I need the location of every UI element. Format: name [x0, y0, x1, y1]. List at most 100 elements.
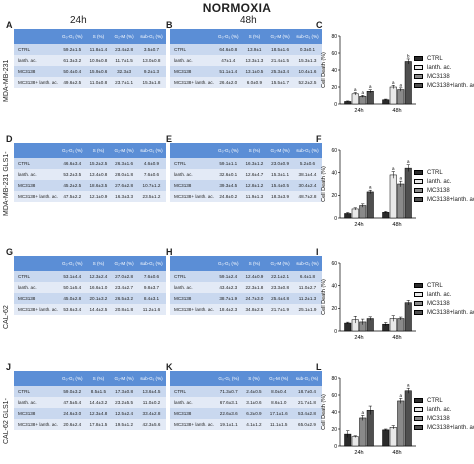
- legend-item: MC3138+lanth. ac.: [414, 423, 474, 432]
- table-header-cell: sub-G₁ (%): [136, 143, 166, 158]
- table-header-cell: G₀-G₁ (%): [59, 29, 86, 44]
- table-cell: 25.1±1.9: [292, 304, 322, 315]
- table-cell: 23.3±0.8: [267, 282, 293, 293]
- table-cell: 23.7±1.1: [111, 77, 137, 88]
- legend-swatch: [414, 74, 423, 79]
- table-cell: 53.6±3.4: [59, 304, 86, 315]
- y-tick-label: 40: [331, 68, 337, 74]
- table-header-cell: S (%): [242, 371, 266, 386]
- row-label: CAL-62: [3, 305, 10, 329]
- y-axis-label: Cell Death (%): [321, 52, 327, 88]
- legend-item: MC3138: [414, 299, 474, 308]
- table-cell: 59.1±1.1: [215, 158, 242, 169]
- table-cell: 3.5±0.7: [136, 44, 166, 55]
- significance-marker: a: [399, 393, 402, 398]
- table-cell: 48.7±2.8: [292, 191, 322, 202]
- table-header-cell: S (%): [85, 29, 112, 44]
- legend-label: MC3138+lanth. ac.: [427, 309, 474, 316]
- table-cell: 22.1±2.1: [267, 271, 293, 282]
- y-tick-label: 0: [334, 444, 337, 450]
- significance-marker: a: [392, 166, 395, 171]
- table-cell: 11.0±0.8: [85, 77, 112, 88]
- table-cell: 10.7±1.2: [136, 180, 166, 191]
- table-cell: 50.4±0.4: [59, 66, 86, 77]
- legend-label: MC3138: [427, 187, 450, 194]
- table-header-cell: sub-G₁ (%): [292, 29, 322, 44]
- table-header-row: G₀-G₁ (%) S (%) G₂-M (%) sub-G₁ (%): [14, 29, 166, 44]
- bar-mc3138-lanth-ac-: [366, 318, 374, 332]
- table-header-cell: G₂-M (%): [111, 256, 137, 271]
- y-tick-label: 60: [331, 148, 337, 154]
- row-treatment-label: MC3138: [14, 408, 59, 419]
- table-row: MC3138+ lanth. ac. 19.1±1.1 4.1±1.2 11.1±1.…: [170, 419, 322, 430]
- table-cell: 47.5±2.2: [59, 191, 86, 202]
- table-cell: 20.8±1.8: [111, 304, 137, 315]
- legend-label: MC3138: [427, 300, 450, 307]
- table-header-cell: G₂-M (%): [267, 256, 293, 271]
- table-cell: 11.8±1.4: [85, 44, 112, 55]
- cell-cycle-table: G₀-G₁ (%) S (%) G₂-M (%) sub-G₁ (%) CTRL 59.2…: [14, 29, 166, 88]
- panel-letter-f: F: [316, 134, 322, 144]
- y-tick-label: 20: [331, 306, 337, 312]
- legend-label: lanth. ac.: [427, 406, 452, 413]
- table-cell: 12.8±1.2: [241, 180, 268, 191]
- panel-letter-e: E: [166, 134, 173, 144]
- cell-cycle-table: G₀-G₁ (%) S (%) G₂-M (%) sub-G₁ (%) CTRL 64.6…: [170, 29, 322, 88]
- table-cell: 32.6±0.1: [215, 169, 242, 180]
- table-cell: 5.2±0.6: [292, 158, 322, 169]
- table-header-cell: S (%): [241, 29, 268, 44]
- y-tick-label: 20: [331, 427, 337, 433]
- table-cell: 20.6±2.4: [59, 419, 86, 430]
- row-treatment-label: MC3138: [14, 180, 59, 191]
- row-treatment-label: MC3138+ lanth. ac.: [170, 304, 215, 315]
- row-treatment-label: MC3138+ lanth. ac.: [14, 419, 59, 430]
- significance-marker: b: [407, 53, 410, 58]
- table-cell: 32.3±3: [111, 66, 137, 77]
- table-cell: 50.1±5.4: [59, 282, 86, 293]
- table-row: CTRL 59.0±3.2 8.5±1.5 17.3±0.8 13.6±4.5: [14, 386, 166, 397]
- table-row: CTRL 53.1±4.4 12.3±2.4 27.0±2.8 7.6±0.6: [14, 271, 166, 282]
- table-row: MC3138 24.6±3.0 12.3±4.8 12.5±2.4 33.4±2.8: [14, 408, 166, 419]
- legend-label: MC3138: [427, 73, 450, 80]
- table-header-cell: G₀-G₁ (%): [215, 143, 242, 158]
- legend-swatch: [414, 197, 423, 202]
- row-treatment-label: CTRL: [170, 158, 215, 169]
- panel-letter-c: C: [316, 20, 323, 30]
- table-row: MC3138 50.4±0.4 15.9±0.6 32.3±3 9.2±1.3: [14, 66, 166, 77]
- legend-swatch: [414, 416, 423, 421]
- bar-lanth-ac-: [389, 427, 397, 447]
- table-cell: 23.4±2.7: [111, 282, 137, 293]
- table-cell: 23.5±1.2: [136, 191, 166, 202]
- legend-swatch: [414, 398, 423, 403]
- table-row: CTRL 71.3±0.7 2.4±0.5 8.0±0.4 18.7±0.4: [170, 386, 322, 397]
- legend-swatch: [414, 407, 423, 412]
- y-axis-label: Cell Death (%): [321, 394, 327, 430]
- table-cell: 22.3±1.8: [241, 282, 268, 293]
- bar-ctrl: [344, 322, 352, 332]
- x-tick-label: 24h: [354, 222, 363, 228]
- table-cell: 51.1±1.4: [215, 66, 242, 77]
- table-cell: 19.5±1.2: [111, 419, 137, 430]
- panel-letter-j: J: [6, 362, 12, 372]
- table-row: lanth. ac. 32.6±0.1 12.6±4.7 15.3±1.1 38.1±4…: [170, 169, 322, 180]
- table-header-cell: G₂-M (%): [267, 29, 293, 44]
- table-cell: 15.2±2.5: [85, 158, 112, 169]
- bar-mc3138: [397, 183, 405, 219]
- table-row: MC3138+ lanth. ac. 49.6±2.5 11.0±0.8 23.7±1…: [14, 77, 166, 88]
- row-treatment-label: CTRL: [170, 44, 215, 55]
- table-row: MC3138 45.2±2.5 18.6±3.5 27.6±2.8 10.7±1.2: [14, 180, 166, 191]
- bar-lanth-ac-: [351, 436, 359, 447]
- table-cell: 13.9±1: [241, 44, 268, 55]
- y-tick-label: 60: [331, 393, 337, 399]
- bar-mc3138-lanth-ac-: [366, 191, 374, 219]
- y-tick-label: 40: [331, 170, 337, 176]
- row-treatment-label: MC3138: [14, 66, 59, 77]
- row-label: CAL-62 GLS1-: [3, 398, 10, 444]
- bar-mc3138-lanth-ac-: [404, 61, 412, 105]
- significance-marker: a: [361, 90, 364, 95]
- table-cell: 49.6±2.5: [59, 77, 86, 88]
- bar-mc3138-lanth-ac-: [366, 91, 374, 105]
- cell-cycle-table: G₀-G₁ (%) S (%) G₂-M (%) sub-G₁ (%) CTRL 59.1…: [170, 143, 322, 202]
- legend-item: lanth. ac.: [414, 177, 474, 186]
- table-header-cell: G₀-G₁ (%): [215, 256, 242, 271]
